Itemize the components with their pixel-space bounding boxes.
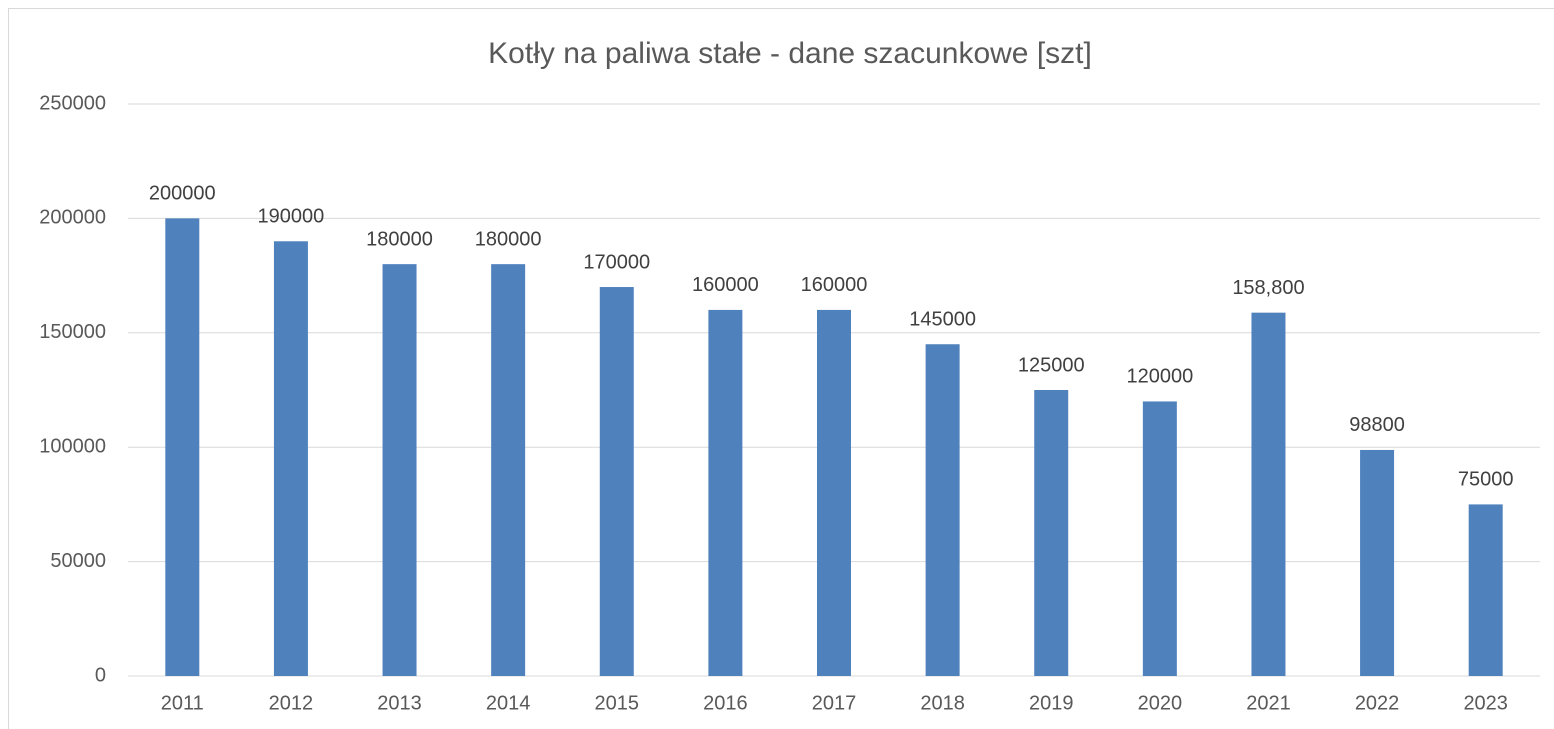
bar xyxy=(382,264,417,676)
data-label: 180000 xyxy=(366,228,433,250)
data-label: 120000 xyxy=(1126,366,1193,388)
data-label: 190000 xyxy=(258,206,325,228)
x-tick-label: 2013 xyxy=(377,692,422,714)
data-label: 180000 xyxy=(475,228,542,250)
x-tick-label: 2019 xyxy=(1029,692,1074,714)
x-tick-label: 2014 xyxy=(486,692,531,714)
x-tick-label: 2020 xyxy=(1138,692,1183,714)
y-tick-label: 250000 xyxy=(39,92,106,114)
bar xyxy=(1360,449,1395,676)
bar xyxy=(925,344,960,676)
x-tick-label: 2015 xyxy=(595,692,640,714)
x-tick-label: 2016 xyxy=(703,692,748,714)
bar xyxy=(273,241,308,676)
bar xyxy=(599,287,634,676)
bar xyxy=(491,264,526,676)
bar xyxy=(165,218,200,676)
x-tick-label: 2011 xyxy=(161,692,204,714)
y-tick-label: 50000 xyxy=(50,550,106,572)
x-tick-label: 2018 xyxy=(920,692,965,714)
data-label: 170000 xyxy=(583,251,650,273)
x-tick-label: 2021 xyxy=(1246,692,1291,714)
data-label: 160000 xyxy=(692,274,759,296)
bar xyxy=(1034,390,1069,676)
x-tick-label: 2017 xyxy=(812,692,857,714)
data-label: 98800 xyxy=(1349,414,1405,436)
y-tick-label: 150000 xyxy=(39,321,106,343)
x-tick-label: 2012 xyxy=(269,692,314,714)
bar xyxy=(1468,504,1503,676)
x-tick-label: 2022 xyxy=(1355,692,1400,714)
bar xyxy=(1251,312,1286,676)
chart-title: Kotły na paliwa stałe - dane szacunkowe … xyxy=(488,37,1092,70)
data-label: 160000 xyxy=(801,274,868,296)
x-tick-label: 2023 xyxy=(1463,692,1508,714)
bar xyxy=(1142,401,1177,676)
y-tick-label: 200000 xyxy=(39,207,106,229)
data-label: 75000 xyxy=(1458,469,1514,491)
data-label: 200000 xyxy=(149,183,216,205)
chart-border xyxy=(8,8,1554,729)
data-label: 145000 xyxy=(909,309,976,331)
bar xyxy=(817,309,851,676)
y-tick-label: 0 xyxy=(95,664,106,686)
y-tick-label: 100000 xyxy=(39,435,106,457)
data-label: 158,800 xyxy=(1232,277,1304,299)
data-label: 125000 xyxy=(1018,354,1085,376)
bar xyxy=(708,309,743,676)
